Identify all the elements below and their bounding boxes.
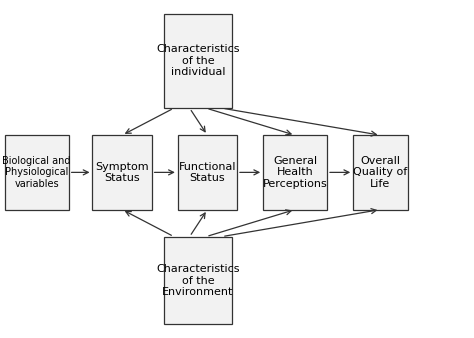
FancyBboxPatch shape [92,135,152,210]
FancyBboxPatch shape [263,135,327,210]
FancyBboxPatch shape [164,14,232,108]
FancyBboxPatch shape [5,135,69,210]
FancyBboxPatch shape [164,237,232,324]
Text: General
Health
Perceptions: General Health Perceptions [263,156,328,189]
Text: Biological and
Physiological
variables: Biological and Physiological variables [2,156,71,189]
Text: Functional
Status: Functional Status [179,162,236,183]
Text: Characteristics
of the
Environment: Characteristics of the Environment [156,264,240,297]
Text: Characteristics
of the
individual: Characteristics of the individual [156,44,240,77]
FancyBboxPatch shape [353,135,408,210]
Text: Overall
Quality of
Life: Overall Quality of Life [353,156,408,189]
FancyBboxPatch shape [178,135,237,210]
Text: Symptom
Status: Symptom Status [95,162,149,183]
